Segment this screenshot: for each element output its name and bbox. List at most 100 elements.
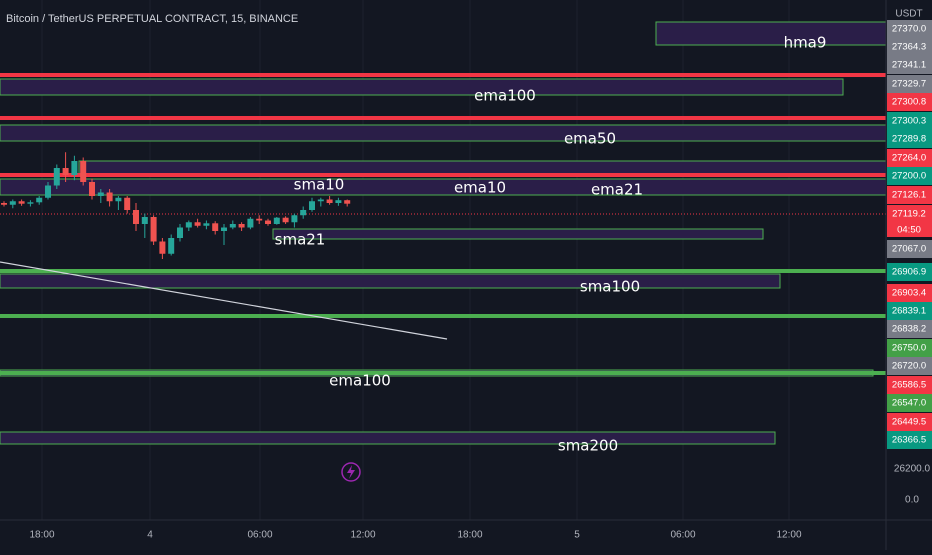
price-tag-label: 04:50: [897, 225, 921, 236]
price-tag: [887, 376, 932, 394]
zone-label: ema100: [474, 87, 536, 105]
candle-body: [309, 201, 315, 210]
price-labels: 27370.0 27364.3 27341.1 27329.7 27300.8 27300…: [887, 20, 932, 449]
candle-body: [344, 200, 351, 204]
price-tag: [887, 413, 932, 431]
price-tag: [887, 20, 932, 38]
candle-body: [150, 217, 157, 242]
price-tag-label: 26906.9: [892, 267, 926, 278]
price-tag: [887, 320, 932, 338]
candle-body: [335, 200, 342, 203]
candle-body: [18, 201, 25, 204]
price-tag: [887, 130, 932, 148]
price-tag-label: 26366.5: [892, 435, 926, 446]
zone-label: hma9: [784, 34, 827, 52]
candle-body: [317, 199, 324, 202]
trend-line: [0, 261, 448, 340]
candle-body: [53, 168, 60, 186]
zone-label: sma10: [294, 176, 345, 194]
price-tag-label: 27300.3: [892, 116, 926, 127]
time-label: 18:00: [457, 530, 482, 541]
unit: USDT: [895, 9, 922, 20]
price-tag: [887, 431, 932, 449]
candle-body: [159, 241, 166, 254]
candle-body: [238, 224, 245, 228]
candle-body: [177, 227, 183, 238]
candle-body: [97, 192, 104, 196]
price-tag-label: 27370.0: [892, 24, 926, 35]
price-tag-label: 27300.8: [892, 97, 926, 108]
candle-body: [106, 192, 113, 202]
candle-body: [185, 222, 192, 228]
price-tag-label: 27364.3: [892, 42, 926, 53]
zone-label: ema100: [329, 372, 391, 390]
price-tag: [887, 205, 932, 223]
candle-body: [36, 197, 43, 203]
candle-body: [115, 197, 122, 202]
zone-label: ema50: [564, 130, 616, 148]
price-tag: [887, 284, 932, 302]
candle-body: [9, 201, 16, 205]
candle-body: [80, 161, 87, 182]
time-label: 12:00: [776, 530, 801, 541]
price-tag: [887, 93, 932, 111]
candle-body: [247, 218, 254, 228]
price-tag-label: 26839.1: [892, 306, 926, 317]
time-label: 06:00: [247, 530, 272, 541]
price-tag: [887, 302, 932, 320]
candle-body: [168, 238, 175, 254]
time-label: 4: [147, 530, 153, 541]
candle-body: [212, 223, 219, 231]
zone-labels: hma9 ema100 ema50 sma10 ema10 ema21 sma21 sma10…: [275, 34, 827, 455]
price-tag: [887, 149, 932, 167]
candle-body: [221, 227, 227, 231]
zone-label: sma100: [580, 278, 640, 296]
candle-body: [291, 215, 298, 223]
zone-label: ema21: [591, 181, 643, 199]
price-tag-label: 27264.0: [892, 153, 926, 164]
time-label: 12:00: [350, 530, 375, 541]
candle-body: [265, 220, 271, 224]
time-label: 06:00: [670, 530, 695, 541]
price-axis-label: 26200.0: [894, 464, 931, 475]
candles: [1, 152, 351, 259]
candle-body: [300, 210, 307, 216]
price-tag-label: 27126.1: [892, 190, 926, 201]
candle-body: [203, 223, 210, 226]
candle-body: [273, 217, 280, 224]
candle-body: [282, 217, 289, 223]
price-tag: [887, 112, 932, 130]
price-tag-label: 27329.7: [892, 79, 926, 90]
price-tag: [887, 394, 932, 412]
event-icon: [341, 462, 361, 482]
time-label: 5: [574, 530, 580, 541]
candle-body: [89, 182, 95, 196]
price-tag-label: 26449.5: [892, 417, 926, 428]
candle-body: [124, 197, 131, 210]
zone-label: sma21: [275, 231, 326, 249]
price-tag-label: 26903.4: [892, 288, 926, 299]
price-tag: [887, 263, 932, 281]
candle-body: [141, 217, 148, 224]
price-tag-label: 26750.0: [892, 343, 926, 354]
price-tag: [887, 357, 932, 375]
candle-body: [71, 161, 78, 175]
price-tag-label: 26838.2: [892, 324, 926, 335]
candle-body: [326, 199, 333, 203]
price-tag-label: 26720.0: [892, 361, 926, 372]
price-tag-label: 26586.5: [892, 380, 926, 391]
candle-body: [1, 203, 7, 205]
price-tag: [887, 167, 932, 185]
price-tag-label: 27200.0: [892, 171, 926, 182]
candle-body: [194, 222, 201, 226]
time-label: 18:00: [29, 530, 54, 541]
candle-body: [62, 168, 69, 175]
candle-body: [229, 224, 236, 228]
event-icon-bolt: [347, 465, 355, 479]
candle-body: [27, 202, 34, 204]
candle-body: [256, 218, 263, 221]
price-tag-label: 27289.8: [892, 134, 926, 145]
price-tag: [887, 38, 932, 56]
price-tag-label: 27119.2: [892, 209, 926, 220]
